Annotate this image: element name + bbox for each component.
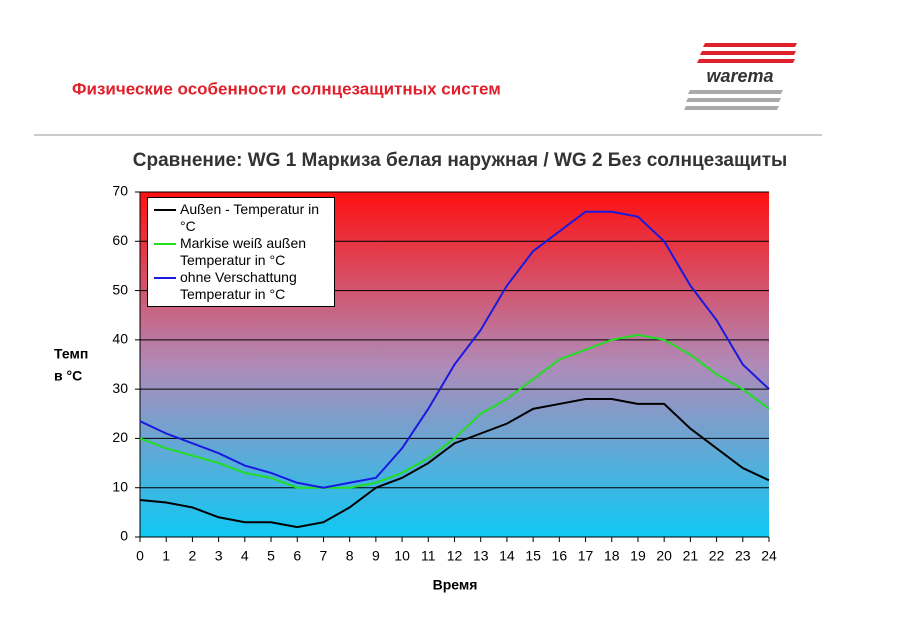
- x-tick-label: 23: [735, 548, 751, 564]
- y-tick-label: 10: [112, 478, 128, 494]
- chart-title: Сравнение: WG 1 Маркиза белая наружная /…: [133, 150, 787, 171]
- y-tick-label: 0: [120, 528, 128, 544]
- x-tick-label: 15: [525, 548, 541, 564]
- x-tick-label: 7: [320, 548, 328, 564]
- x-tick-label: 18: [604, 548, 620, 564]
- series-line: [139, 398, 770, 529]
- x-tick-label: 4: [241, 548, 249, 564]
- series-line: [139, 210, 770, 489]
- legend-label: Markise weiß außen Temperatur in °C: [180, 235, 307, 268]
- legend-swatch: [154, 243, 176, 245]
- legend-item: Markise weiß außen Temperatur in °C: [152, 235, 330, 269]
- y-tick-label: 70: [112, 183, 128, 199]
- legend-item: Außen - Temperatur in °C: [152, 201, 330, 235]
- y-tick-label: 30: [112, 380, 128, 396]
- x-tick-label: 24: [761, 548, 777, 564]
- y-tick-label: 40: [112, 331, 128, 347]
- y-tick-label: 50: [112, 281, 128, 297]
- x-tick-label: 10: [394, 548, 410, 564]
- x-tick-label: 16: [552, 548, 568, 564]
- legend-item: ohne Verschattung Temperatur in °C: [152, 269, 330, 303]
- x-tick-label: 5: [267, 548, 275, 564]
- legend-label: Außen - Temperatur in °C: [180, 201, 320, 234]
- x-tick-label: 20: [656, 548, 672, 564]
- x-axis-label: Время: [433, 577, 478, 593]
- x-tick-label: 1: [162, 548, 170, 564]
- legend: Außen - Temperatur in °C Markise weiß auß…: [147, 197, 335, 307]
- legend-swatch: [154, 277, 176, 279]
- slide-title: Физические особенности солнцезащитных си…: [72, 79, 501, 98]
- legend-swatch: [154, 209, 176, 211]
- x-tick-label: 0: [136, 548, 144, 564]
- y-axis-label: Темп: [54, 346, 88, 362]
- x-tick-label: 19: [630, 548, 646, 564]
- series-line: [139, 333, 770, 489]
- x-tick-label: 9: [372, 548, 380, 564]
- x-tick-label: 11: [421, 548, 436, 564]
- legend-label: ohne Verschattung Temperatur in °C: [180, 269, 297, 302]
- x-tick-label: 17: [578, 548, 594, 564]
- y-axis-label: в °C: [54, 368, 82, 384]
- x-tick-label: 12: [447, 548, 463, 564]
- x-tick-label: 2: [189, 548, 197, 564]
- y-tick-label: 60: [112, 232, 128, 248]
- y-tick-label: 20: [112, 429, 128, 445]
- x-tick-label: 3: [215, 548, 223, 564]
- logo: warema: [684, 43, 797, 110]
- x-tick-label: 22: [709, 548, 725, 564]
- x-tick-label: 6: [293, 548, 301, 564]
- x-tick-label: 13: [473, 548, 489, 564]
- x-tick-label: 8: [346, 548, 354, 564]
- x-tick-label: 14: [499, 548, 515, 564]
- logo-text: warema: [706, 66, 773, 86]
- x-tick-label: 21: [683, 548, 699, 564]
